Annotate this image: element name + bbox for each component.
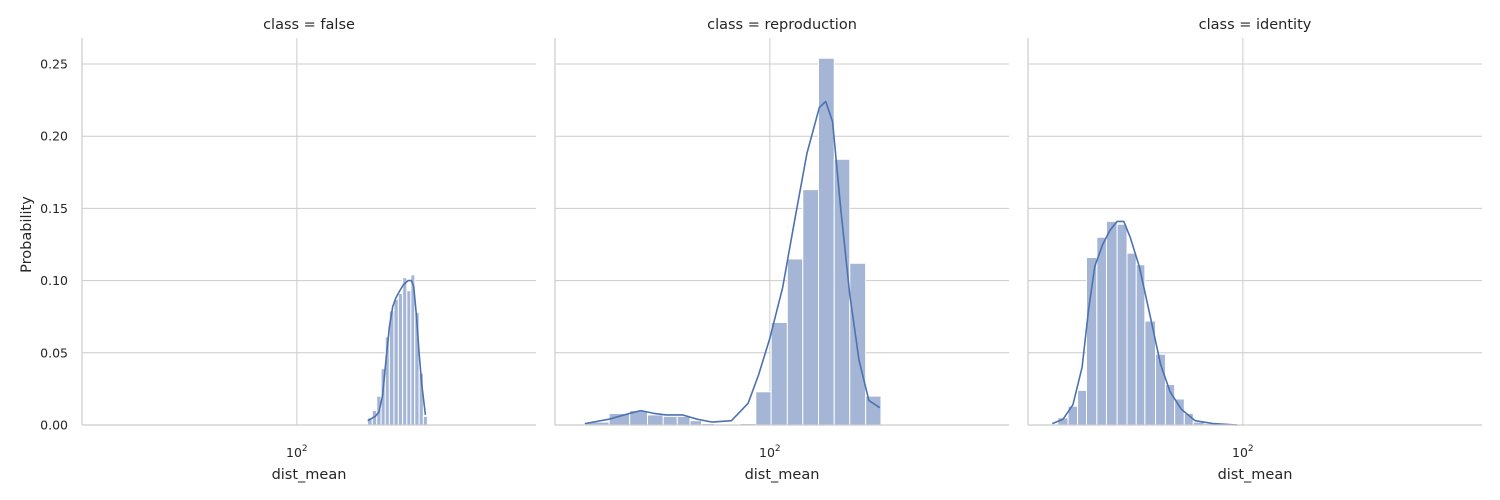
kde-line bbox=[1051, 220, 1238, 426]
histogram-bar bbox=[786, 258, 804, 426]
histogram-bar bbox=[865, 395, 882, 426]
histogram-bar bbox=[402, 277, 408, 426]
y-tick-label: 0.25 bbox=[40, 56, 68, 71]
facet-panel-1: class = false 102 dist_mean 0.00 0.05 0.10 0.1… bbox=[19, 17, 536, 483]
kde-line bbox=[584, 100, 881, 425]
facet-panel-3: class = identity 102 dist_mean bbox=[1027, 17, 1482, 483]
histogram-bar bbox=[770, 321, 788, 426]
y-tick-label: 0.05 bbox=[40, 345, 68, 360]
facet-panel-2: class = reproduction 102 dist_mean bbox=[554, 17, 1009, 483]
x-tick-label: 102 bbox=[1232, 444, 1254, 460]
histogram-bar bbox=[1126, 252, 1137, 426]
histogram-bar bbox=[1096, 236, 1107, 426]
histogram-bar bbox=[1105, 220, 1118, 426]
y-axis-label: Probability bbox=[19, 196, 35, 273]
histogram-bar bbox=[608, 412, 631, 426]
histogram-bar bbox=[818, 57, 835, 426]
histogram-bar bbox=[833, 158, 851, 426]
histogram-bar bbox=[422, 415, 428, 426]
histogram-bar bbox=[393, 298, 399, 426]
histogram-bar bbox=[802, 189, 820, 426]
panel-title: class = reproduction bbox=[707, 17, 857, 33]
y-tick-label: 0.10 bbox=[40, 273, 68, 288]
histogram-bar bbox=[849, 262, 867, 426]
y-tick-label: 0.00 bbox=[40, 418, 68, 433]
panel-title: class = false bbox=[263, 17, 355, 33]
histogram-bar bbox=[689, 420, 703, 426]
x-axis-label: dist_mean bbox=[1218, 467, 1293, 483]
histogram-bar bbox=[1116, 223, 1128, 426]
x-tick-label: 102 bbox=[759, 444, 781, 460]
panel-title: class = identity bbox=[1199, 17, 1312, 33]
histogram-bar bbox=[647, 414, 664, 426]
histogram-bar bbox=[406, 290, 412, 426]
histogram-bar bbox=[1174, 398, 1185, 426]
histogram-bar bbox=[1077, 389, 1087, 426]
x-axis-label: dist_mean bbox=[272, 467, 347, 483]
x-axis-label: dist_mean bbox=[745, 467, 820, 483]
histogram-bar bbox=[755, 391, 772, 426]
histogram-bar bbox=[676, 415, 691, 426]
y-tick-label: 0.15 bbox=[40, 201, 68, 216]
x-tick-label: 102 bbox=[286, 444, 308, 460]
histogram-bar bbox=[662, 415, 678, 426]
y-tick-label: 0.20 bbox=[40, 129, 68, 144]
kde-line bbox=[367, 279, 427, 422]
histogram-bar bbox=[397, 293, 404, 426]
